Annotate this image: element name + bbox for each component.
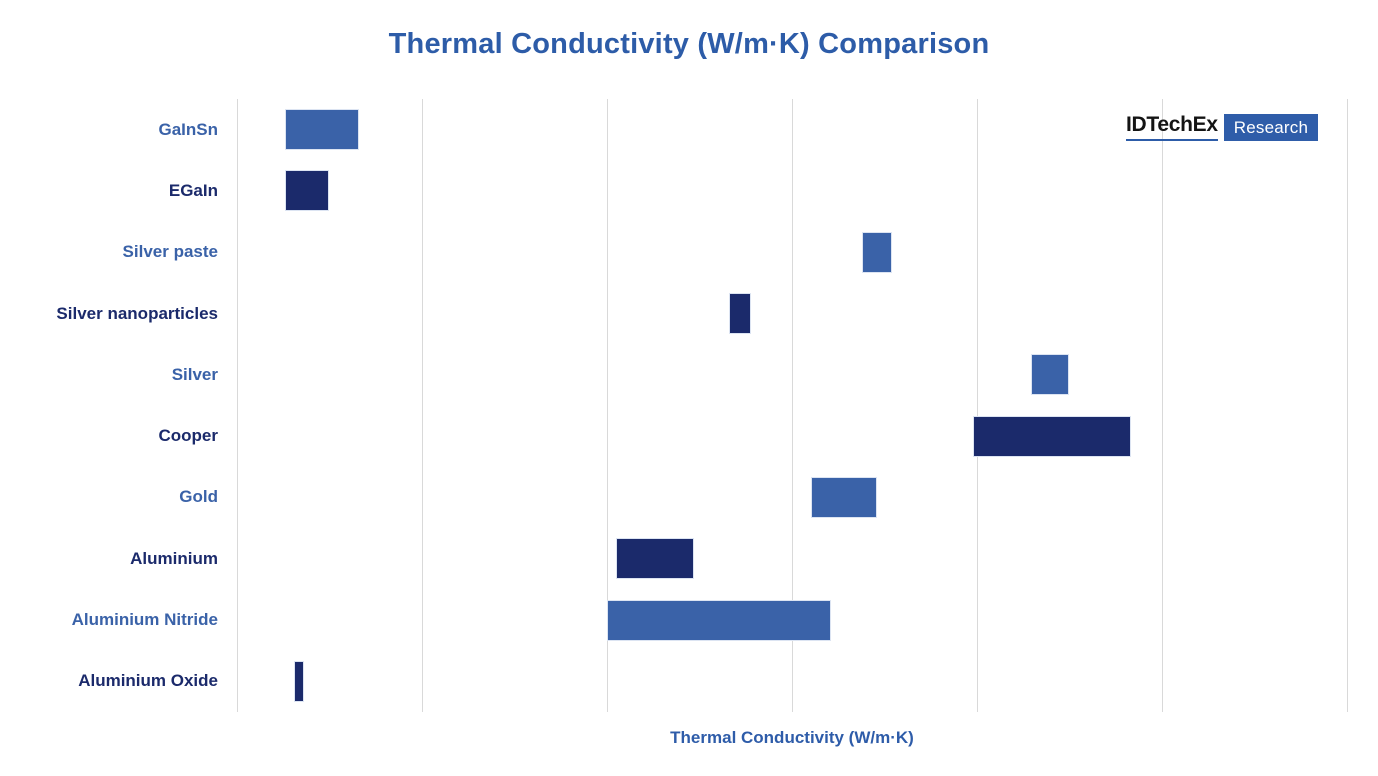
category-label-gold: Gold xyxy=(179,487,218,507)
idtechex-wordmark: IDTechEx xyxy=(1126,114,1218,141)
gridline-x-0 xyxy=(236,99,238,712)
idtechex-logo: IDTechEx Research xyxy=(1126,114,1319,141)
range-bar-silver-nanoparticles xyxy=(729,293,752,335)
gridline-x-300 xyxy=(791,99,793,712)
category-label-aluminium: Aluminium xyxy=(130,548,218,568)
range-bar-egain xyxy=(285,170,330,212)
range-bar-gainsn xyxy=(285,109,360,151)
gridline-x-100 xyxy=(421,99,423,712)
gridline-x-200 xyxy=(606,99,608,712)
gridline-x-400 xyxy=(976,99,978,712)
category-label-egain: EGaIn xyxy=(168,180,218,200)
range-bar-silver xyxy=(1030,354,1070,396)
plot-area xyxy=(236,99,1348,712)
range-bar-gold xyxy=(810,476,878,518)
category-label-silver-paste: Silver paste xyxy=(122,242,218,262)
category-label-aluminium-oxide: Aluminium Oxide xyxy=(78,671,218,691)
range-bar-aluminium-nitride xyxy=(607,599,831,641)
category-label-silver: Silver xyxy=(171,364,218,384)
range-bar-aluminium-oxide xyxy=(294,660,304,702)
chart-title: Thermal Conductivity (W/m·K) Comparison xyxy=(388,28,990,60)
gridline-x-600 xyxy=(1346,99,1348,712)
range-bar-silver-paste xyxy=(862,231,892,273)
category-label-aluminium-nitride: Aluminium Nitride xyxy=(71,610,218,630)
category-label-silver-nanoparticles: Silver nanoparticles xyxy=(56,303,218,323)
range-bar-aluminium xyxy=(616,538,694,580)
research-badge: Research xyxy=(1223,114,1319,141)
category-label-cooper: Cooper xyxy=(158,426,219,446)
category-label-gainsn: GaInSn xyxy=(158,119,218,139)
x-axis-title: Thermal Conductivity (W/m·K) xyxy=(670,728,914,747)
range-bar-cooper xyxy=(973,415,1131,457)
gridline-x-500 xyxy=(1161,99,1163,712)
